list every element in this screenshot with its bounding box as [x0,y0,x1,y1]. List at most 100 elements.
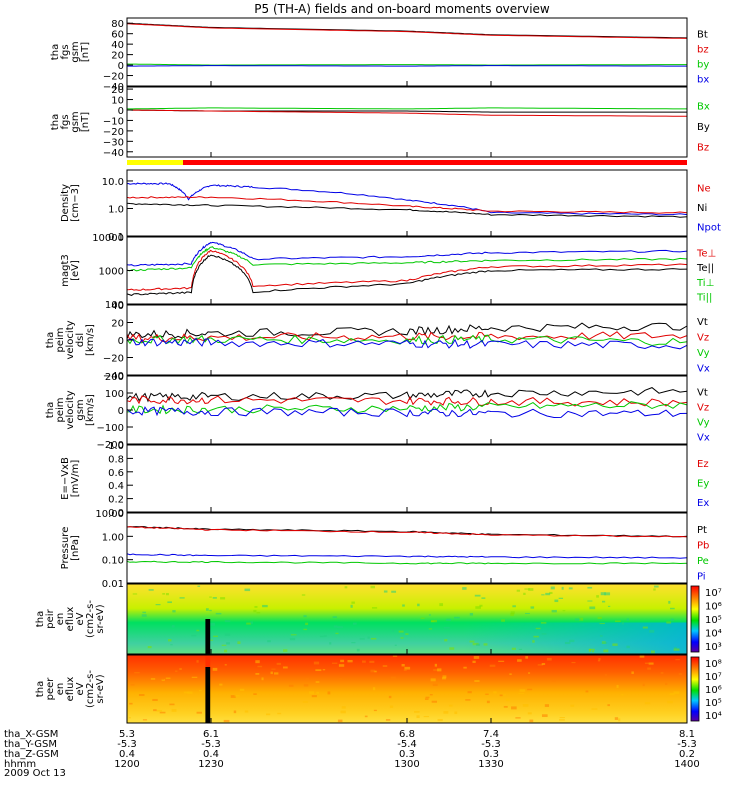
spectrogram-cell [668,600,671,604]
spectrogram-cell [162,593,166,595]
y-axis-label-line: (cm2-s- [85,600,96,638]
spectrogram-cell [446,618,451,621]
y-tick-label: 0.4 [108,481,124,492]
spectrogram-cell [169,703,175,706]
spectrogram-cell [561,586,564,590]
spectrogram-cell [276,662,281,665]
spectrogram-cell [510,611,515,615]
spectrogram-cell [537,664,544,666]
spectrogram-cell [570,704,575,707]
spectrogram-cell [503,705,508,708]
spectrogram-cell [485,693,489,695]
spectrogram-cell [337,626,343,629]
spectrogram-cell [564,641,571,645]
spectrogram-cell [283,649,288,652]
y-tick-label: 0 [118,406,124,417]
spectrogram-cell [499,694,503,697]
spectrogram-cell [172,610,176,613]
spectrogram-cell [425,696,430,699]
series-line-Pb [126,526,688,538]
series-line-by [126,63,687,66]
spectrogram-cell [209,622,215,626]
legend-Vz: Vz [697,332,709,343]
y-tick-label: 0.0 [108,508,124,519]
spectrogram-cell [340,710,346,714]
spectrogram-cell [305,677,310,681]
spectrogram-cell [673,691,680,695]
spectrogram-cell [277,712,282,715]
spectrogram-cell [476,643,481,646]
y-tick-label: −20 [103,72,124,83]
spectrogram-cell [212,667,218,671]
y-axis-label-line: sr-eV) [95,604,106,633]
series-line-bx [127,65,687,67]
spectrogram-cell [400,637,404,639]
spectrogram-cell [322,669,326,671]
spectrogram-cell [219,683,223,686]
y-axis-label: tha peer en eflux eV (cm2-s-sr-eV) [35,670,106,708]
spectrogram-cell [261,677,264,681]
legend-Vy: Vy [697,348,710,359]
legend-Pi: Pi [697,571,706,582]
y-tick-label: 1000 [99,267,124,278]
spectrogram-cell [165,677,171,679]
spectrogram-cell [618,718,621,722]
spectrogram-cell [208,639,214,641]
y-axis-label-line: Density [60,184,71,222]
spectrogram-cell [454,711,458,715]
spectrogram-cell [424,698,429,700]
spectrogram-cell [588,648,595,651]
spectrogram-cell [283,666,288,669]
spectrogram-cell [621,622,624,625]
spectrogram-cell [544,704,550,707]
y-axis-label-line: eflux [65,607,76,632]
spectrogram-cell [489,664,496,667]
panel-density: 10.0 1.0 0.1 Ne Ni Npot Density [cm−3] [60,169,721,243]
spectrogram-cell [530,606,535,609]
spectrogram-cell [237,641,241,644]
spectrogram-cell [402,604,405,607]
spectrogram-cell [473,656,480,659]
spectrogram-cell [614,717,619,720]
spectrogram-cell [416,715,420,719]
legend-Ex: Ex [697,498,709,509]
spectrogram-cell [224,649,228,653]
spectrogram-cell [303,683,309,687]
spectrogram-cell [527,712,532,715]
legend-Ez: Ez [697,459,709,470]
spectrogram-cell [370,585,375,589]
ephemeris-row-label: hhmm [4,759,36,770]
ephemeris-value: -5.4 [397,739,417,750]
spectrogram-cell [170,644,173,646]
spectrogram-cell [338,664,345,667]
spectrogram-cell [541,633,547,635]
y-axis-label-line: sr-eV) [95,674,106,703]
spectrogram-cell [290,634,297,636]
legend-Bt: Bt [697,30,708,41]
spectrogram-cell [271,668,276,670]
series-line-Te⊥ [126,249,688,291]
spectrogram-cell [454,616,460,619]
spectrogram-cell [631,671,634,674]
spectrogram-cell [644,701,651,705]
spectrogram-cell [316,691,319,694]
ephemeris-value: -5.3 [677,739,697,750]
spectrogram-cell [600,592,606,596]
spectrogram-cell [503,694,507,696]
spectrogram-cell [256,611,261,614]
spectrogram-cell [221,644,227,646]
spectrogram-cell [341,706,346,709]
legend-bx: bx [697,75,709,86]
y-tick-label: 10.0 [102,177,124,188]
spectrogram-cell [289,637,296,641]
spectrogram-cell [529,719,534,723]
spectrogram-cell [653,588,656,591]
y-axis-label: tha peim velocity gsm [km/s] [45,390,96,429]
spectrogram-cell [587,600,593,602]
y-axis-label-line: tha [45,402,56,418]
y-tick-label: 40 [111,40,124,51]
mode-bar-segment [183,160,687,165]
mode-bar-segment [127,160,183,165]
y-axis-label-line: [km/s] [85,324,96,356]
y-axis-label-line: eV [75,612,86,625]
